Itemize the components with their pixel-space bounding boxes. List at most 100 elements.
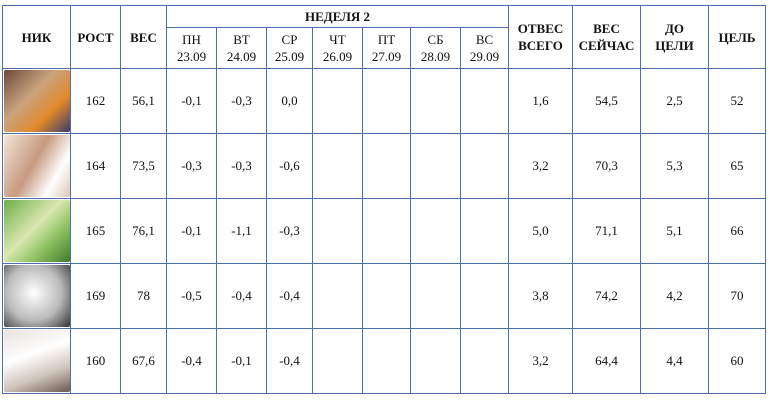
header-cell: ОТВЕС ВСЕГО xyxy=(508,5,573,69)
day-date: 28.09 xyxy=(420,49,451,64)
goal-cell: 65 xyxy=(708,133,766,199)
data-row: 169 78 -0,5 -0,4 -0,4 3,8 74,2 4,2 70 xyxy=(2,263,766,329)
day-header: ПТ 27.09 xyxy=(362,27,411,69)
day-cell: -0,6 xyxy=(266,133,313,199)
day-cell: -1,1 xyxy=(216,198,267,264)
avatar xyxy=(3,265,70,327)
nick-cell xyxy=(2,328,71,394)
nick-cell xyxy=(2,68,71,134)
day-cell: -0,4 xyxy=(266,263,313,329)
header-row: НИК РОСТ ВЕС НЕДЕЛЯ 2 ОТВЕС ВСЕГО ВЕС СЕЙЧАС ДО Ц… xyxy=(2,5,766,69)
weight-now-cell: 74,2 xyxy=(572,263,641,329)
day-cell: -0,5 xyxy=(166,263,217,329)
day-cell xyxy=(460,68,509,134)
avatar xyxy=(3,330,70,392)
header-cell: ЦЕЛЬ xyxy=(708,5,766,69)
weight-cell: 76,1 xyxy=(120,198,167,264)
height-cell: 169 xyxy=(70,263,121,329)
table-wrap: НИК РОСТ ВЕС НЕДЕЛЯ 2 ОТВЕС ВСЕГО ВЕС СЕЙЧАС ДО Ц… xyxy=(2,5,766,394)
to-goal-cell: 4,2 xyxy=(640,263,709,329)
day-cell xyxy=(312,68,363,134)
goal-cell: 70 xyxy=(708,263,766,329)
goal-cell: 66 xyxy=(708,198,766,264)
height-cell: 164 xyxy=(70,133,121,199)
to-goal-cell: 5,1 xyxy=(640,198,709,264)
day-header: ВТ 24.09 xyxy=(216,27,267,69)
day-cell: -0,3 xyxy=(216,133,267,199)
day-date: 29.09 xyxy=(469,49,500,64)
day-cell: -0,4 xyxy=(266,328,313,394)
header-line: ДО xyxy=(664,21,685,36)
total-loss-cell: 3,8 xyxy=(508,263,573,329)
total-loss-cell: 1,6 xyxy=(508,68,573,134)
day-date: 26.09 xyxy=(322,49,353,64)
height-cell: 160 xyxy=(70,328,121,394)
day-cell xyxy=(410,68,461,134)
day-name: СР xyxy=(281,32,298,47)
avatar xyxy=(3,70,70,132)
goal-cell: 60 xyxy=(708,328,766,394)
header-line: СЕЙЧАС xyxy=(578,38,635,53)
day-cell: -0,4 xyxy=(216,263,267,329)
day-header: ПН 23.09 xyxy=(166,27,217,69)
avatar xyxy=(3,200,70,262)
header-cell: НЕДЕЛЯ 2 xyxy=(166,5,509,28)
header-line: ВСЕГО xyxy=(518,38,563,53)
day-name: ВС xyxy=(475,32,494,47)
day-cell: -0,1 xyxy=(166,198,217,264)
day-date: 24.09 xyxy=(226,49,257,64)
day-cell xyxy=(460,328,509,394)
day-cell: 0,0 xyxy=(266,68,313,134)
day-header: СБ 28.09 xyxy=(410,27,461,69)
nick-cell xyxy=(2,198,71,264)
weight-cell: 56,1 xyxy=(120,68,167,134)
header-line: ОТВЕС xyxy=(517,21,564,36)
header-row: ПН 23.09 ВТ 24.09 СР 25.09 ЧТ 26.09 ПТ 27.09 СБ 28.… xyxy=(3,27,766,69)
weight-cell: 78 xyxy=(120,263,167,329)
total-loss-cell: 3,2 xyxy=(508,133,573,199)
goal-cell: 52 xyxy=(708,68,766,134)
day-name: ПТ xyxy=(377,32,396,47)
day-date: 23.09 xyxy=(176,49,207,64)
day-cell: -0,1 xyxy=(216,328,267,394)
day-cell xyxy=(410,133,461,199)
to-goal-cell: 5,3 xyxy=(640,133,709,199)
weight-now-cell: 70,3 xyxy=(572,133,641,199)
day-cell: -0,1 xyxy=(166,68,217,134)
day-cell xyxy=(362,263,411,329)
day-cell xyxy=(410,198,461,264)
day-cell xyxy=(362,328,411,394)
day-header: СР 25.09 xyxy=(266,27,313,69)
height-cell: 165 xyxy=(70,198,121,264)
day-name: ЧТ xyxy=(329,32,346,47)
avatar xyxy=(3,135,70,197)
day-cell xyxy=(362,68,411,134)
weight-table: НИК РОСТ ВЕС НЕДЕЛЯ 2 ОТВЕС ВСЕГО ВЕС СЕЙЧАС ДО Ц… xyxy=(2,5,766,394)
header-cell: ДО ЦЕЛИ xyxy=(640,5,709,69)
day-cell xyxy=(312,133,363,199)
day-name: ВТ xyxy=(233,32,250,47)
header-cell: РОСТ xyxy=(70,5,121,69)
header-cell: НИК xyxy=(2,5,71,69)
day-cell: -0,3 xyxy=(216,68,267,134)
header-cell: ВЕС СЕЙЧАС xyxy=(572,5,641,69)
day-cell xyxy=(410,263,461,329)
day-cell: -0,3 xyxy=(266,198,313,264)
data-row: 165 76,1 -0,1 -1,1 -0,3 5,0 71,1 5,1 66 xyxy=(2,198,766,264)
day-date: 25.09 xyxy=(274,49,305,64)
nick-cell xyxy=(2,263,71,329)
weight-now-cell: 54,5 xyxy=(572,68,641,134)
day-cell: -0,4 xyxy=(166,328,217,394)
day-cell xyxy=(460,198,509,264)
day-cell xyxy=(312,328,363,394)
header-cell: ВЕС xyxy=(120,5,167,69)
weight-now-cell: 71,1 xyxy=(572,198,641,264)
data-row: 164 73,5 -0,3 -0,3 -0,6 3,2 70,3 5,3 65 xyxy=(2,133,766,199)
day-cell: -0,3 xyxy=(166,133,217,199)
day-cell xyxy=(362,198,411,264)
day-cell xyxy=(460,133,509,199)
day-cell xyxy=(460,263,509,329)
day-cell xyxy=(362,133,411,199)
weight-cell: 67,6 xyxy=(120,328,167,394)
